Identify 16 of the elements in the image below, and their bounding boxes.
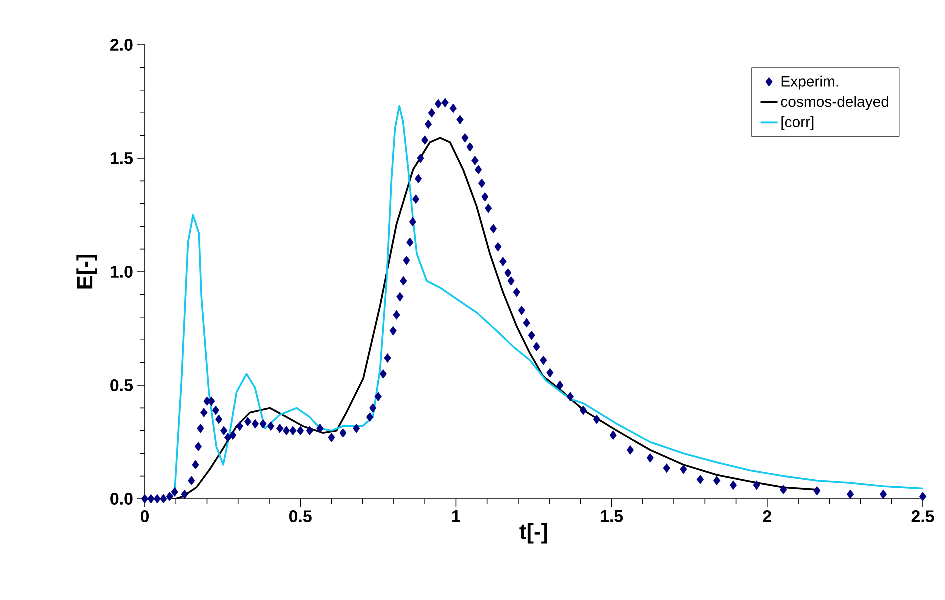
x-tick-label: 2.5 — [912, 510, 934, 523]
x-axis-title: t[-] — [520, 523, 548, 544]
x-tick-label: 1.5 — [601, 510, 624, 522]
y-axis-title: E[-] — [76, 254, 98, 289]
y-tick-label: 2.0 — [110, 38, 133, 51]
y-tick-label: 0.0 — [110, 493, 133, 505]
x-tick-label: 0 — [140, 510, 150, 523]
x-tick-label: 0.5 — [290, 510, 312, 523]
y-tick-label: 1.5 — [111, 152, 134, 164]
y-tick-label: 0.5 — [110, 380, 134, 392]
legend-label: [corr] — [782, 116, 814, 130]
legend-label: cosmos-delayed — [781, 96, 888, 110]
x-tick-label: 2 — [763, 510, 772, 522]
y-tick-label: 1.0 — [111, 266, 133, 278]
legend-label: Experim. — [782, 76, 838, 90]
x-tick-label: 1 — [452, 510, 460, 522]
